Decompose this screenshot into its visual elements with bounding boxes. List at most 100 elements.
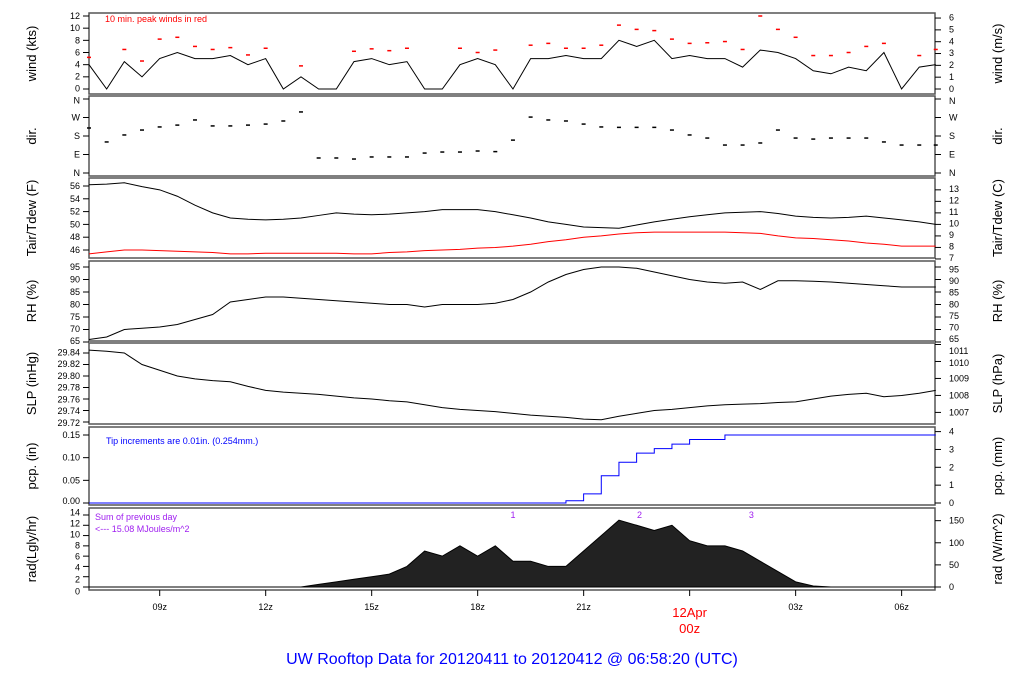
left-tick-label: 4: [75, 59, 80, 69]
y-axis-label-right: pcp. (mm): [990, 437, 1005, 496]
y-axis-label-right: SLP (hPa): [990, 354, 1005, 414]
x-tick-label: 09z: [152, 602, 167, 612]
pcp-line: [89, 434, 936, 504]
rh-line: [88, 266, 936, 340]
right-tick-label: 0: [949, 84, 954, 94]
x-tick-label: 15z: [364, 602, 379, 612]
right-tick-label: 150: [949, 516, 964, 526]
left-tick-label: 29.74: [57, 406, 80, 416]
left-tick-label: 29.78: [57, 383, 80, 393]
left-tick-label: S: [74, 131, 80, 141]
left-tick-label: 29.82: [57, 359, 80, 369]
wind-speed-line: [88, 39, 936, 90]
x-tick-label: 18z: [470, 602, 485, 612]
left-tick-label: 90: [70, 275, 80, 285]
cumulative-marker: 2: [637, 510, 642, 520]
right-tick-label: 0: [949, 582, 954, 592]
cumulative-marker: 3: [749, 510, 754, 520]
right-tick-label: 2: [949, 60, 954, 70]
rad-annotation-line2: <--- 15.08 MJoules/m^2: [95, 524, 190, 534]
rad-annotation-line1: Sum of previous day: [95, 512, 178, 522]
right-tick-label: 85: [949, 288, 959, 298]
left-tick-label: 54: [70, 194, 80, 204]
right-tick-label: 1011: [949, 346, 968, 356]
right-tick-label: 7: [949, 253, 954, 263]
right-tick-label: W: [949, 113, 958, 123]
right-tick-label: 9: [949, 230, 954, 240]
right-tick-label: 95: [949, 265, 959, 275]
right-tick-label: 10: [949, 219, 959, 229]
slp-line: [88, 349, 936, 421]
tdew-line: [88, 231, 936, 255]
rad-area: [89, 519, 936, 588]
panel-frame: [88, 12, 936, 95]
x-tick-label: 06z: [894, 602, 909, 612]
left-tick-label: 12: [70, 518, 80, 528]
right-tick-label: 8: [949, 241, 954, 251]
left-tick-label: 52: [70, 207, 80, 217]
left-tick-label: 2: [75, 574, 80, 584]
left-tick-label: 0.05: [62, 475, 80, 485]
left-tick-label: 12: [70, 11, 80, 21]
right-tick-label: 6: [949, 13, 954, 23]
right-tick-label: 1: [949, 72, 954, 82]
left-tick-label: E: [74, 150, 80, 160]
left-tick-label: 85: [70, 287, 80, 297]
wind-annotation: 10 min. peak winds in red: [105, 14, 207, 24]
left-tick-label: 2: [75, 71, 80, 81]
panel-frame: [88, 95, 936, 177]
right-tick-label: 90: [949, 276, 959, 286]
y-axis-label: SLP (inHg): [24, 352, 39, 415]
panel-pcp: 0.00 0.05 0.10 0.15 0 1 2 3 4 pcp. (in) pcp. (mm) T…: [24, 426, 1005, 508]
left-tick-label: 29.76: [57, 394, 80, 404]
right-tick-label: 50: [949, 560, 959, 570]
y-axis-label-right: dir.: [990, 127, 1005, 144]
left-tick-label: 50: [70, 219, 80, 229]
left-tick-label: 0.00: [62, 496, 80, 506]
y-axis-label-right: rad (W/m^2): [990, 513, 1005, 584]
left-tick-label: 65: [70, 336, 80, 346]
right-tick-label: 3: [949, 48, 954, 58]
left-tick-label: 56: [70, 181, 80, 191]
left-tick-label: 8: [75, 540, 80, 550]
right-tick-label: N: [949, 96, 956, 106]
right-tick-label: 5: [949, 25, 954, 35]
x-tick-label: 03z: [788, 602, 803, 612]
right-tick-label: 65: [949, 334, 959, 344]
left-tick-label: 6: [75, 551, 80, 561]
y-axis-label-right: wind (m/s): [990, 24, 1005, 85]
right-tick-label: 0: [949, 498, 954, 508]
right-tick-label: S: [949, 131, 955, 141]
tair-line: [88, 182, 936, 229]
panel-frame: [88, 426, 936, 506]
left-tick-label: 75: [70, 312, 80, 322]
panel-frame: [88, 507, 936, 591]
left-tick-label: 10: [70, 529, 80, 539]
pcp-annotation: Tip increments are 0.01in. (0.254mm.): [106, 436, 258, 446]
x-tick-label: 21z: [576, 602, 591, 612]
left-tick-label: 10: [70, 23, 80, 33]
y-axis-label: pcp. (in): [24, 443, 39, 490]
cumulative-marker: 1: [510, 510, 515, 520]
right-tick-label: 1: [949, 480, 954, 490]
panel-frame: [88, 177, 936, 259]
left-tick-label: N: [74, 95, 81, 105]
left-tick-label: 80: [70, 300, 80, 310]
right-tick-label: 80: [949, 299, 959, 309]
left-tick-label: 0: [75, 586, 80, 596]
y-axis-label: wind (kts): [24, 26, 39, 83]
panel-frame: [88, 260, 936, 342]
right-tick-label: 100: [949, 538, 964, 548]
left-tick-label: 0.10: [62, 453, 80, 463]
left-tick-label: 29.80: [57, 371, 80, 381]
left-tick-label: 70: [70, 324, 80, 334]
left-tick-label: 48: [70, 232, 80, 242]
x-tick-label: 00z: [679, 621, 700, 636]
y-axis-label: RH (%): [24, 280, 39, 323]
left-tick-label: N: [74, 168, 81, 178]
right-tick-label: 3: [949, 444, 954, 454]
left-tick-label: 4: [75, 563, 80, 573]
